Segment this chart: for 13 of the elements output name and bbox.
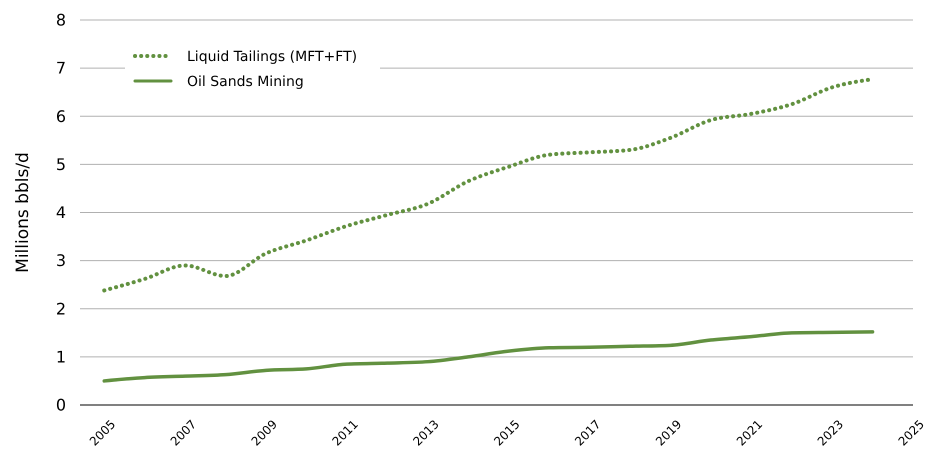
y-tick-label: 6 (56, 106, 66, 126)
y-tick-label: 3 (56, 251, 66, 270)
legend-label: Liquid Tailings (MFT+FT) (187, 48, 358, 65)
line-series (102, 330, 874, 383)
y-tick-label: 2 (56, 299, 66, 318)
legend-label: Oil Sands Mining (187, 74, 304, 90)
y-tick-label: 7 (56, 58, 66, 78)
y-axis-title: Millions bbls/d (13, 152, 33, 273)
y-tick-label: 1 (56, 347, 66, 366)
y-tick-label: 4 (56, 203, 66, 222)
y-tick-label: 8 (56, 10, 66, 30)
y-tick-label: 5 (56, 154, 66, 174)
y-tick-label: 0 (56, 396, 66, 415)
